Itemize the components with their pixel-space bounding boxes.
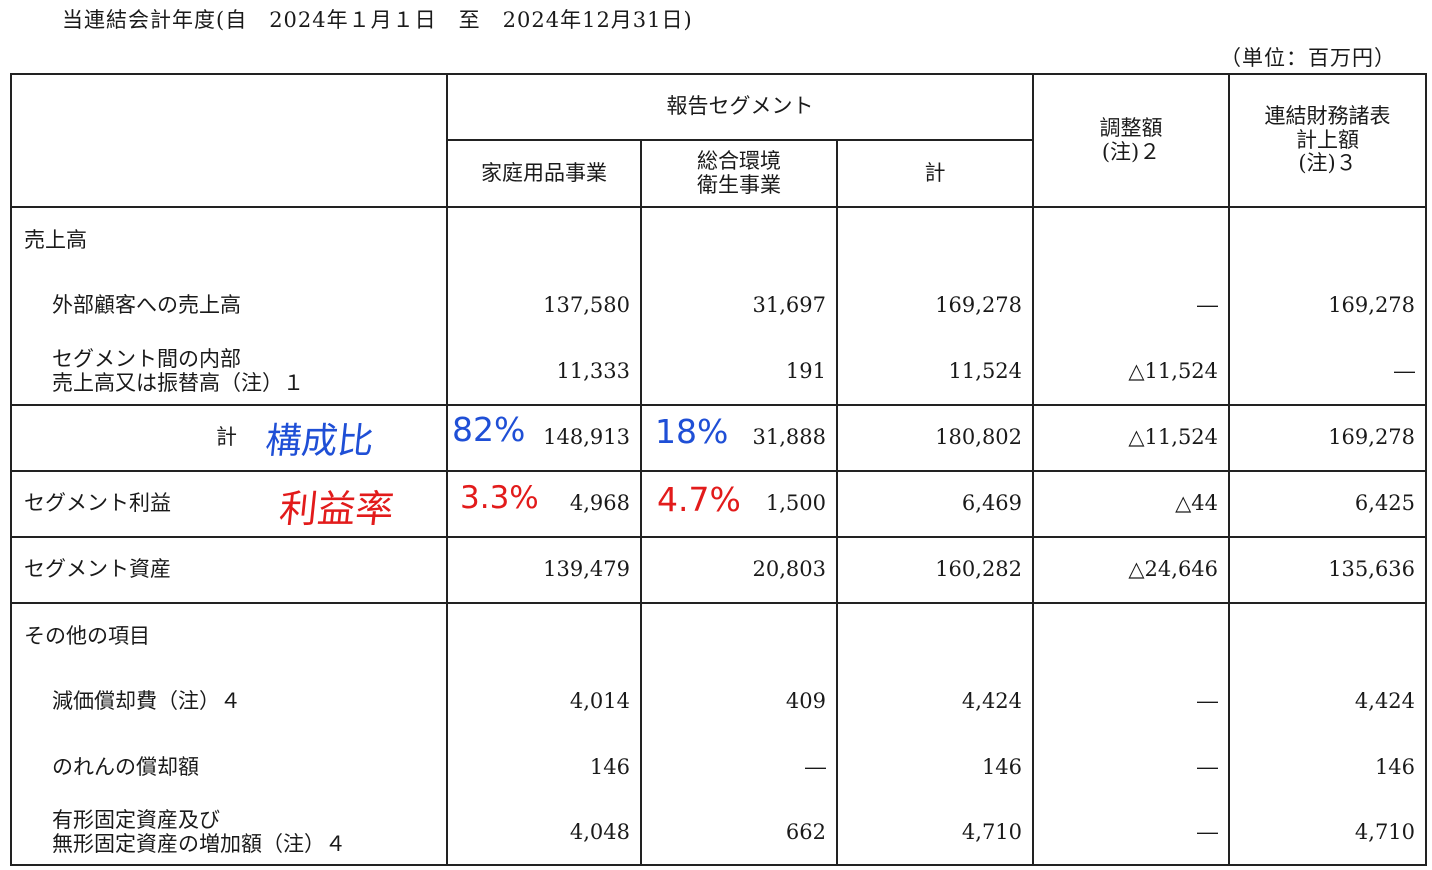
row-label-depreciation: 減価償却費（注）４: [10, 669, 448, 735]
cell-value: ―: [1032, 801, 1231, 866]
cell-value: 146: [1228, 735, 1428, 801]
cell-value: 191: [640, 339, 838, 406]
handwritten-composition-household: 82%: [452, 410, 526, 449]
cell-value: 169,278: [835, 273, 1035, 339]
handwritten-margin-household: 3.3%: [460, 480, 539, 516]
cell-value: 1,500: [640, 470, 838, 538]
handwritten-margin-label: 利益率: [277, 487, 396, 531]
header-blank-cell: [10, 73, 448, 208]
cell-value: ―: [1032, 735, 1231, 801]
table-row: その他の項目: [10, 602, 1428, 669]
segment-table: 報告セグメント 調整額 (注)２ 連結財務諸表 計上額 (注)３ 家庭用品事業 …: [10, 73, 1428, 866]
cell-value: 146: [835, 735, 1035, 801]
cell-value: 169,278: [1228, 273, 1428, 339]
cell-value: 4,710: [1228, 801, 1428, 866]
table-row: 売上高: [10, 206, 1428, 273]
header-consolidated: 連結財務諸表 計上額 (注)３: [1228, 73, 1428, 208]
cell-value: 180,802: [835, 404, 1035, 472]
cell-value: 662: [640, 801, 838, 866]
cell-value: ―: [1032, 669, 1231, 735]
cell-value: 6,469: [835, 470, 1035, 538]
cell-value: 6,425: [1228, 470, 1428, 538]
cell-value: 4,424: [1228, 669, 1428, 735]
header-household: 家庭用品事業: [446, 139, 642, 208]
cell-value: 139,479: [446, 536, 642, 604]
unit-caption: （単位：百万円）: [1220, 46, 1396, 70]
table-row: セグメント間の内部 売上高又は振替高（注）１ 11,333 191 11,524…: [10, 339, 1428, 406]
handwritten-composition-sanitation: 18%: [655, 412, 729, 451]
table-row: 減価償却費（注）４ 4,014 409 4,424 ― 4,424: [10, 669, 1428, 735]
table-row: 計 148,913 31,888 180,802 △11,524 169,278: [10, 404, 1428, 472]
cell-value: △11,524: [1032, 404, 1231, 472]
cell-value: △11,524: [1032, 339, 1231, 406]
table-row: 有形固定資産及び 無形固定資産の増加額（注）４ 4,048 662 4,710 …: [10, 801, 1428, 866]
cell-value: 169,278: [1228, 404, 1428, 472]
cell-value: △24,646: [1032, 536, 1231, 604]
cell-value: 31,697: [640, 273, 838, 339]
row-label-intersegment: セグメント間の内部 売上高又は振替高（注）１: [10, 339, 448, 406]
cell-value: 160,282: [835, 536, 1035, 604]
cell-value: 31,888: [640, 404, 838, 472]
table-row: セグメント資産 139,479 20,803 160,282 △24,646 1…: [10, 536, 1428, 604]
period-caption: 当連結会計年度(自 2024年１月１日 至 2024年12月31日): [62, 8, 693, 32]
handwritten-margin-sanitation: 4.7%: [657, 480, 741, 519]
row-label-capex: 有形固定資産及び 無形固定資産の増加額（注）４: [10, 801, 448, 866]
cell-value: 135,636: [1228, 536, 1428, 604]
table-row: 外部顧客への売上高 137,580 31,697 169,278 ― 169,2…: [10, 273, 1428, 339]
header-sanitation: 総合環境 衛生事業: [640, 139, 838, 208]
cell-value: 4,424: [835, 669, 1035, 735]
cell-value: 4,014: [446, 669, 642, 735]
row-label-goodwill: のれんの償却額: [10, 735, 448, 801]
header-reported-segments: 報告セグメント: [445, 73, 1035, 141]
cell-value: ―: [640, 735, 838, 801]
row-label-profit: セグメント利益: [10, 470, 448, 538]
row-label-sales: 売上高: [10, 206, 448, 273]
row-label-assets: セグメント資産: [10, 536, 448, 604]
cell-value: 4,048: [446, 801, 642, 866]
table-row: のれんの償却額 146 ― 146 ― 146: [10, 735, 1428, 801]
header-adjustment: 調整額 (注)２: [1032, 73, 1231, 208]
cell-value: 11,333: [446, 339, 642, 406]
table-row: セグメント利益 4,968 1,500 6,469 △44 6,425: [10, 470, 1428, 538]
cell-value: 146: [446, 735, 642, 801]
row-label-external: 外部顧客への売上高: [10, 273, 448, 339]
cell-value: 20,803: [640, 536, 838, 604]
cell-value: ―: [1228, 339, 1428, 406]
header-subtotal: 計: [835, 139, 1035, 208]
cell-value: ―: [1032, 273, 1231, 339]
cell-value: △44: [1032, 470, 1231, 538]
row-label-total: 計: [10, 404, 448, 472]
handwritten-composition-label: 構成比: [263, 421, 376, 462]
cell-value: 4,968: [446, 470, 642, 538]
cell-value: 137,580: [446, 273, 642, 339]
cell-value: 409: [640, 669, 838, 735]
cell-value: 4,710: [835, 801, 1035, 866]
row-label-other: その他の項目: [10, 602, 448, 669]
cell-value: 11,524: [835, 339, 1035, 406]
cell-value: 148,913: [446, 404, 642, 472]
